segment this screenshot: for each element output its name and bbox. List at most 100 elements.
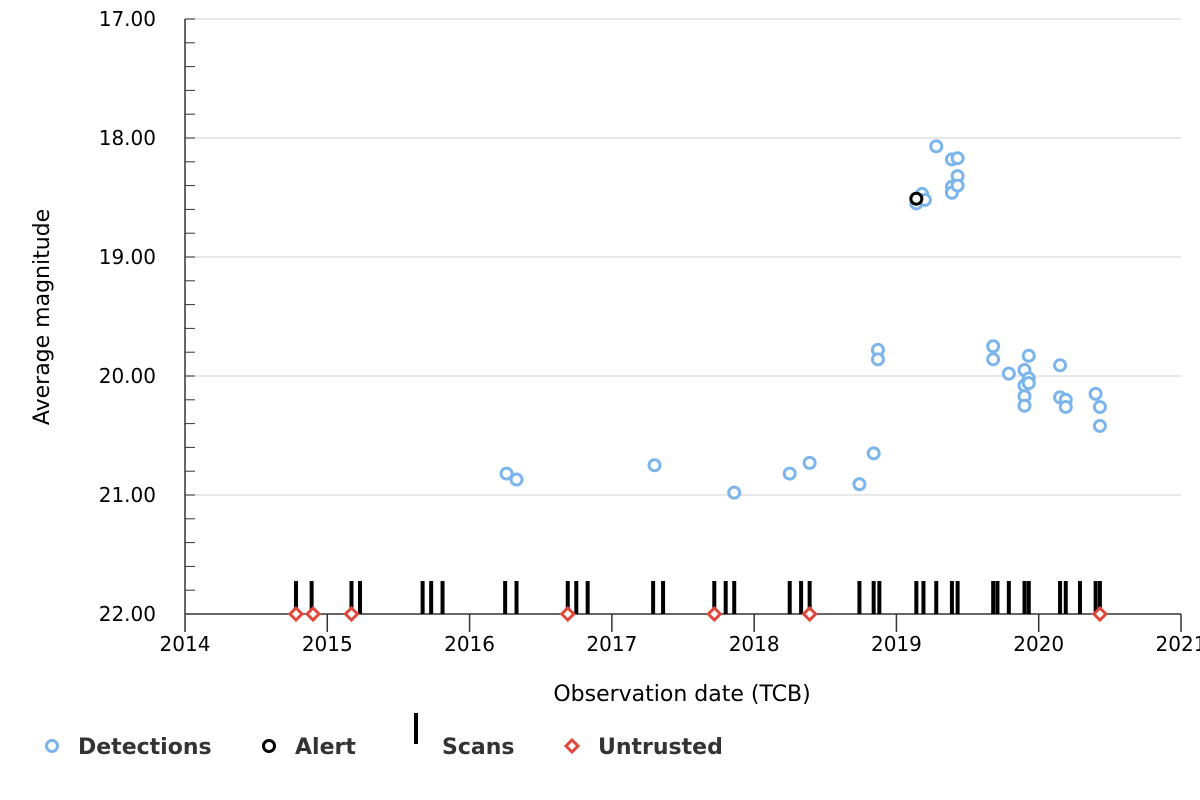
- scan-mark: [1006, 581, 1011, 614]
- legend-item-untrusted[interactable]: Untrusted: [563, 735, 723, 760]
- detection-point: [866, 446, 881, 461]
- scan-mark: [440, 581, 445, 614]
- untrusted-point: [801, 605, 818, 623]
- scan-mark: [565, 581, 570, 614]
- scan-mark: [651, 581, 656, 614]
- scan-mark: [1063, 581, 1068, 614]
- legend-symbol: [45, 739, 59, 753]
- scan-mark: [661, 581, 666, 614]
- legend-symbol: [262, 739, 276, 753]
- y-tick-label: 18.00: [99, 126, 156, 150]
- detection-point: [852, 477, 867, 492]
- detection-point: [1092, 399, 1107, 414]
- x-tick-label: 2021: [1156, 632, 1200, 656]
- x-tick-label: 2019: [871, 632, 922, 656]
- scan-mark: [921, 581, 926, 614]
- scans-series: [293, 581, 1102, 614]
- scan-mark: [1097, 581, 1102, 614]
- legend-item-scans[interactable]: Scans: [414, 713, 515, 760]
- untrusted-point: [1091, 605, 1109, 623]
- detection-point: [1021, 376, 1036, 391]
- x-axis: 2014 2015 2016 2017 2018 2019 2020 2021: [160, 613, 1200, 656]
- scan-mark: [420, 581, 425, 614]
- alert-point: [909, 191, 924, 206]
- scan-mark: [1058, 581, 1063, 614]
- detection-point: [1088, 386, 1103, 401]
- y-tick-label: 17.00: [99, 7, 156, 31]
- legend-item-alert[interactable]: Alert: [262, 735, 357, 760]
- scan-mark: [429, 581, 434, 614]
- scan-mark: [949, 581, 954, 614]
- scan-mark: [787, 581, 792, 614]
- scan-mark: [807, 581, 812, 614]
- untrusted-point: [559, 605, 576, 623]
- detection-point: [647, 458, 662, 473]
- y-tick-label: 20.00: [99, 364, 156, 388]
- detection-point: [499, 466, 514, 481]
- legend-label: Alert: [295, 735, 356, 760]
- scan-mark: [857, 581, 862, 614]
- scan-mark: [877, 581, 882, 614]
- scan-mark: [991, 581, 996, 614]
- legend-item-detections[interactable]: Detections: [45, 735, 212, 760]
- scan-mark: [934, 581, 939, 614]
- x-axis-title: Observation date (TCB): [553, 682, 810, 707]
- alert-series: [909, 191, 924, 206]
- detection-point: [1092, 418, 1107, 433]
- scan-mark: [712, 581, 717, 614]
- legend-symbol: [563, 737, 581, 755]
- detection-point: [986, 352, 1001, 367]
- scan-mark: [799, 581, 804, 614]
- scan-mark: [1022, 581, 1027, 614]
- x-tick-label: 2016: [444, 632, 495, 656]
- gridlines: [185, 18, 1181, 496]
- detection-point: [1053, 358, 1068, 373]
- scan-mark: [309, 581, 314, 614]
- legend-label: Scans: [442, 735, 515, 760]
- x-tick-label: 2017: [586, 632, 637, 656]
- scan-mark: [1026, 581, 1031, 614]
- legend-symbol: [414, 713, 418, 744]
- untrusted-point: [304, 605, 322, 623]
- scan-mark: [503, 581, 508, 614]
- detection-point: [509, 472, 524, 487]
- detection-point: [929, 139, 944, 154]
- scan-mark: [585, 581, 590, 614]
- scan-mark: [871, 581, 876, 614]
- legend-label: Untrusted: [598, 735, 723, 760]
- untrusted-point: [343, 605, 360, 623]
- scan-mark: [955, 581, 960, 614]
- scan-mark: [1093, 581, 1098, 614]
- x-tick-label: 2015: [302, 632, 353, 656]
- detections-series: [499, 139, 1107, 500]
- x-tick-label: 2020: [1013, 632, 1064, 656]
- detection-point: [1021, 348, 1036, 363]
- y-tick-label: 22.00: [99, 602, 156, 626]
- scan-mark: [914, 581, 919, 614]
- scan-mark: [723, 581, 728, 614]
- legend: Detections Alert Scans Untrusted: [45, 713, 723, 760]
- detection-point: [782, 466, 797, 481]
- y-axis: 17.00 18.00 19.00 20.00 21.00 22.00: [99, 7, 195, 626]
- untrusted-point: [706, 605, 723, 623]
- detection-point: [1058, 399, 1073, 414]
- untrusted-point: [287, 605, 305, 623]
- scan-mark: [358, 581, 363, 614]
- detection-point: [1017, 398, 1032, 413]
- detection-point: [986, 339, 1001, 354]
- detection-point: [950, 178, 965, 193]
- y-tick-label: 19.00: [99, 245, 156, 269]
- x-tick-label: 2018: [729, 632, 780, 656]
- detection-point: [870, 352, 885, 367]
- scan-mark: [732, 581, 737, 614]
- legend-label: Detections: [78, 735, 212, 760]
- untrusted-series: [287, 605, 1109, 623]
- scan-mark: [995, 581, 1000, 614]
- scan-mark: [514, 581, 519, 614]
- scan-mark: [574, 581, 579, 614]
- scan-mark: [349, 581, 354, 614]
- detection-point: [802, 455, 817, 470]
- detection-point: [950, 151, 965, 166]
- y-tick-label: 21.00: [99, 483, 156, 507]
